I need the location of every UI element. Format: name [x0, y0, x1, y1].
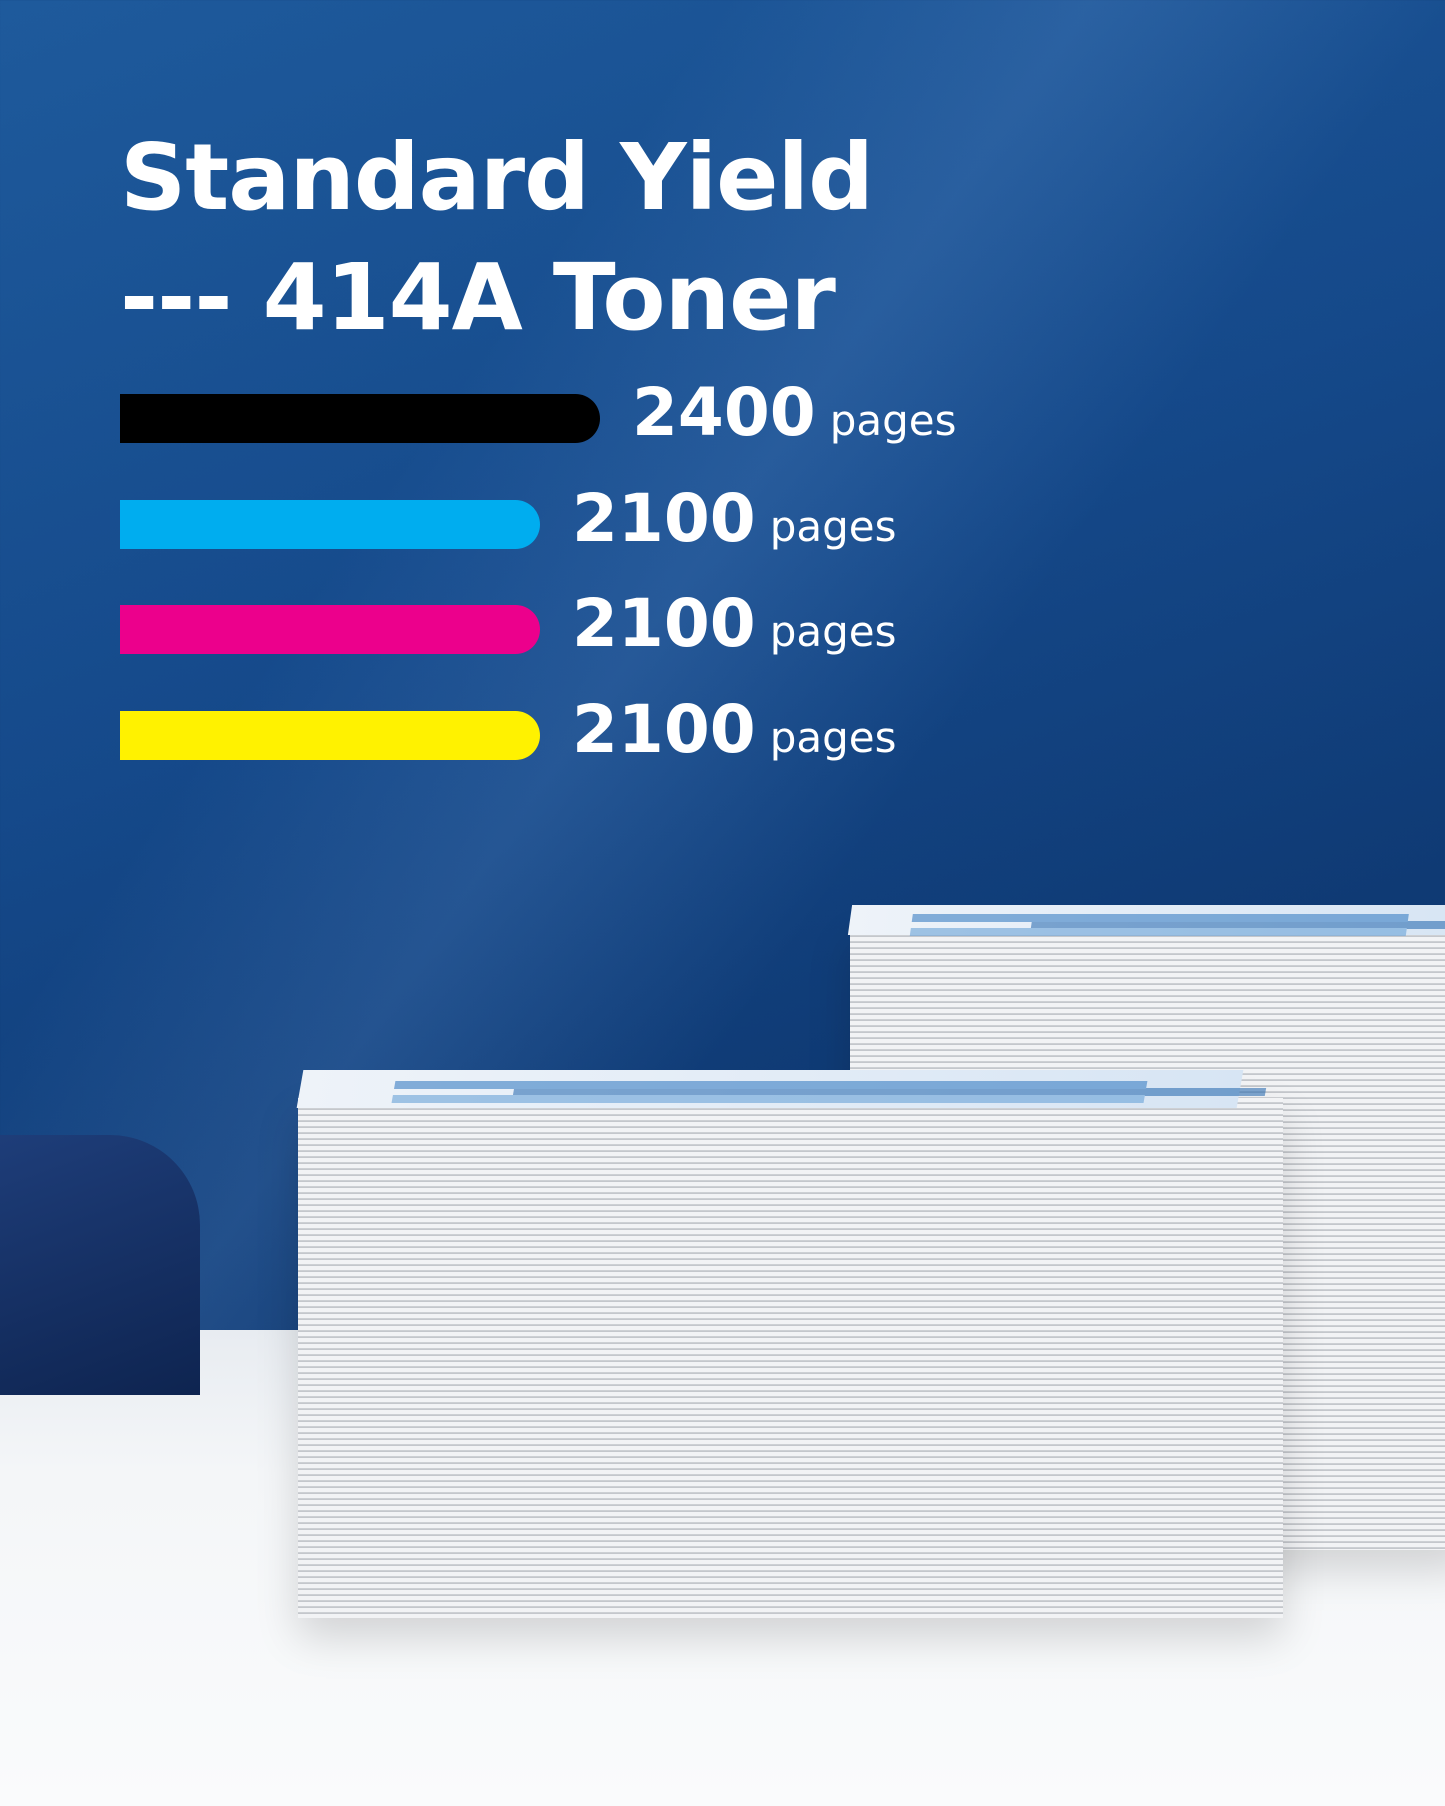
paper-stack-front-top [296, 1070, 1244, 1108]
value-number: 2100 [572, 691, 756, 768]
bar-black [120, 394, 600, 443]
value-label-magenta: 2100 pages [572, 585, 896, 662]
value-unit: pages [829, 396, 957, 445]
chair-image [0, 1135, 200, 1395]
value-number: 2100 [572, 585, 756, 662]
value-unit: pages [769, 502, 897, 551]
value-label-cyan: 2100 pages [572, 480, 896, 557]
bar-magenta [120, 605, 540, 654]
headline-line1: Standard Yield [120, 124, 874, 231]
value-unit: pages [769, 607, 897, 656]
value-label-black: 2400 pages [632, 374, 956, 451]
paper-stack-front [298, 1098, 1283, 1618]
bar-cyan [120, 500, 540, 549]
bar-yellow [120, 711, 540, 760]
paper-stack-back-top [847, 905, 1445, 935]
value-number: 2100 [572, 480, 756, 557]
value-unit: pages [769, 713, 897, 762]
headline: Standard Yield --- 414A Toner [120, 118, 874, 358]
value-number: 2400 [632, 374, 816, 451]
headline-line2: --- 414A Toner [120, 244, 836, 351]
value-label-yellow: 2100 pages [572, 691, 896, 768]
